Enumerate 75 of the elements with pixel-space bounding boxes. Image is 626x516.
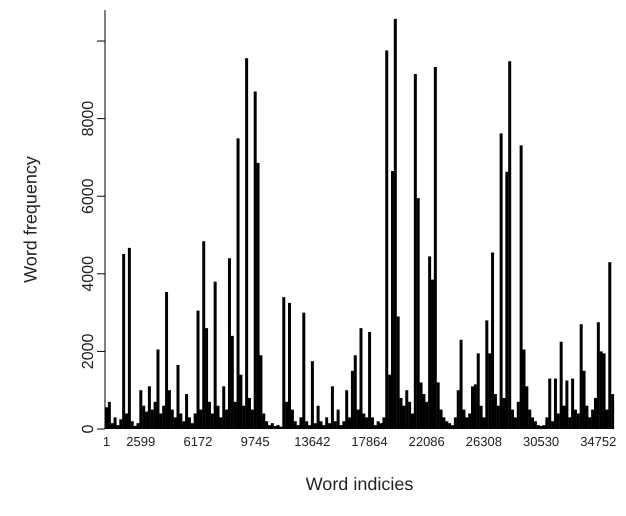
bar xyxy=(608,262,612,429)
y-tick-label: 0 xyxy=(80,424,97,434)
bar xyxy=(376,421,380,429)
bar xyxy=(445,421,448,429)
bar xyxy=(196,310,200,429)
x-tick-label: 2599 xyxy=(126,434,156,450)
bar xyxy=(460,340,463,429)
bar xyxy=(254,91,257,429)
bar xyxy=(491,252,494,429)
bar xyxy=(345,390,348,429)
y-tick-label: 6000 xyxy=(80,178,97,214)
y-tick-label: 2000 xyxy=(80,334,97,370)
bar xyxy=(276,425,280,429)
bar xyxy=(114,417,117,429)
bar xyxy=(554,378,557,429)
bar xyxy=(122,254,126,429)
bar xyxy=(139,390,142,429)
x-tick-label: 13642 xyxy=(294,434,330,450)
y-axis-title: Word frequency xyxy=(20,156,40,283)
bar xyxy=(274,426,277,429)
bar xyxy=(548,378,552,429)
bar xyxy=(325,417,328,429)
bar xyxy=(354,355,357,429)
bar xyxy=(165,292,168,429)
bar xyxy=(448,423,452,429)
bar xyxy=(368,332,372,429)
bar xyxy=(560,342,563,429)
bar xyxy=(385,50,388,429)
x-tick-label: 17864 xyxy=(351,434,388,450)
bar xyxy=(268,425,271,429)
bar xyxy=(245,58,248,429)
x-tick-label: 26308 xyxy=(466,434,502,450)
bar xyxy=(336,410,340,429)
bar xyxy=(214,282,217,429)
bar xyxy=(520,145,523,429)
bar xyxy=(476,353,480,429)
bar xyxy=(360,328,362,429)
bar xyxy=(202,241,206,429)
bar xyxy=(148,386,151,429)
bar xyxy=(316,406,320,429)
y-tick-label: 4000 xyxy=(80,256,97,292)
bar xyxy=(500,133,503,429)
bar xyxy=(185,394,188,429)
bar xyxy=(434,67,437,429)
bar xyxy=(282,297,286,429)
x-tick-label: 6172 xyxy=(183,434,212,450)
x-tick-label: 30530 xyxy=(523,434,560,450)
bar xyxy=(394,18,397,429)
x-tick-label: 34752 xyxy=(580,434,616,450)
bar xyxy=(571,378,574,429)
x-tick-label: 1 xyxy=(102,434,110,450)
bar xyxy=(270,423,274,429)
bar xyxy=(471,386,474,429)
bar xyxy=(534,421,537,429)
bar xyxy=(128,248,131,429)
bar xyxy=(602,353,606,429)
bar xyxy=(565,380,568,429)
bar xyxy=(288,302,292,429)
bar xyxy=(156,349,160,429)
bar xyxy=(508,61,512,429)
bar xyxy=(222,386,226,429)
x-axis-title: Word indicies xyxy=(306,474,414,494)
bar xyxy=(302,312,306,429)
y-tick-label: 8000 xyxy=(80,100,97,136)
bar xyxy=(310,361,314,429)
bar xyxy=(428,256,432,429)
bar xyxy=(108,402,111,429)
bar xyxy=(228,258,231,429)
bar xyxy=(176,364,180,429)
bar xyxy=(236,138,240,429)
bar xyxy=(540,426,543,429)
x-tick-label: 22086 xyxy=(408,434,445,450)
bar xyxy=(330,386,334,429)
x-tick-label: 9745 xyxy=(240,434,270,450)
bar xyxy=(580,324,583,429)
